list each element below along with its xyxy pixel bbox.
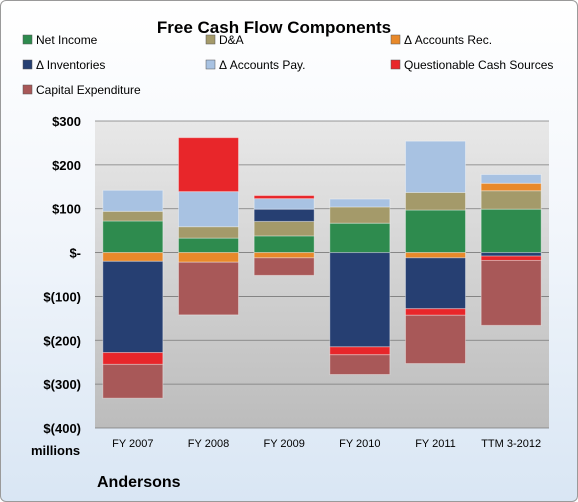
y-tick-label: $300 bbox=[52, 114, 81, 129]
bar-segment bbox=[253, 235, 315, 254]
bar-segment bbox=[102, 260, 164, 354]
bar-segment bbox=[178, 191, 239, 228]
legend-swatch bbox=[22, 34, 33, 45]
y-tick-label: $- bbox=[69, 246, 81, 261]
legend-label: Δ Inventories bbox=[36, 58, 105, 72]
bar-segment bbox=[253, 195, 315, 200]
x-tick-label: FY 2010 bbox=[339, 438, 380, 450]
legend-swatch bbox=[390, 59, 401, 70]
legend-swatch bbox=[390, 34, 401, 45]
legend: Net Income D&A Δ Accounts Rec. Δ Inventorie… bbox=[22, 33, 553, 97]
bar-segment bbox=[329, 198, 391, 208]
gridlines bbox=[95, 120, 549, 429]
legend-label: D&A bbox=[219, 33, 244, 47]
bar-segment bbox=[405, 209, 466, 254]
bar-segment bbox=[405, 308, 466, 316]
bar-segment bbox=[405, 314, 466, 365]
bar-segment bbox=[405, 257, 466, 310]
plot-area bbox=[95, 121, 549, 428]
bar-segment bbox=[102, 210, 164, 222]
bar-segment bbox=[329, 252, 391, 348]
y-axis: $300 $200 $100 $- $(100) $(200) $(300) $(400) bbox=[43, 114, 81, 436]
bar-segment bbox=[480, 174, 542, 184]
y-tick-label: $(100) bbox=[43, 289, 81, 304]
bar-segment bbox=[480, 208, 542, 254]
bar-segment bbox=[480, 182, 542, 192]
bar-segment bbox=[405, 140, 466, 193]
legend-label: Δ Accounts Pay. bbox=[219, 58, 306, 72]
bar-segment bbox=[253, 257, 315, 276]
bar-segment bbox=[178, 137, 239, 193]
legend-label: Capital Expenditure bbox=[36, 83, 141, 97]
x-tick-label: FY 2009 bbox=[263, 438, 304, 450]
legend-label: Net Income bbox=[36, 33, 98, 47]
y-tick-label: $100 bbox=[52, 202, 81, 217]
bar-segment bbox=[253, 220, 315, 237]
x-tick-label: FY 2011 bbox=[415, 438, 456, 450]
bar-segment bbox=[102, 252, 164, 262]
bar-segment bbox=[102, 352, 164, 365]
x-tick-label: FY 2008 bbox=[188, 438, 229, 450]
bar-segment bbox=[102, 220, 164, 254]
x-tick-label: FY 2007 bbox=[112, 438, 153, 450]
y-tick-label: $(300) bbox=[43, 377, 81, 392]
company-name: Andersons bbox=[97, 474, 181, 491]
bar-segment bbox=[329, 222, 391, 254]
bar-segment bbox=[178, 252, 239, 263]
bar-segment bbox=[178, 237, 239, 254]
bar-segment bbox=[329, 354, 391, 375]
legend-swatch bbox=[205, 34, 216, 45]
legend-label: Questionable Cash Sources bbox=[404, 58, 553, 72]
bar-segment bbox=[329, 346, 391, 356]
x-tick-label: TTM 3-2012 bbox=[481, 438, 541, 450]
bar-segment bbox=[329, 206, 391, 224]
chart-title: Free Cash Flow Components bbox=[157, 18, 391, 37]
bar-segment bbox=[480, 252, 542, 257]
legend-swatch bbox=[22, 84, 33, 95]
y-tick-label: $(200) bbox=[43, 333, 81, 348]
bar-segment bbox=[178, 261, 239, 316]
y-tick-label: $200 bbox=[52, 158, 81, 173]
y-tick-label: $(400) bbox=[43, 421, 81, 436]
legend-swatch bbox=[22, 59, 33, 70]
unit-label: millions bbox=[31, 443, 80, 458]
bar-segment bbox=[405, 252, 466, 259]
bar-segment bbox=[405, 191, 466, 211]
bar-segment bbox=[480, 255, 542, 261]
bar-segment bbox=[253, 208, 315, 222]
bar-segment bbox=[480, 259, 542, 326]
legend-swatch bbox=[205, 59, 216, 70]
bar-segment bbox=[253, 252, 315, 259]
bar-segment bbox=[480, 190, 542, 210]
x-axis: FY 2007 FY 2008 FY 2009 FY 2010 FY 2011 TTM 3… bbox=[112, 438, 541, 450]
bar-segment bbox=[102, 189, 164, 212]
bar-segment bbox=[102, 363, 164, 399]
bars bbox=[102, 137, 542, 399]
legend-label: Δ Accounts Rec. bbox=[404, 33, 492, 47]
bar-segment bbox=[253, 198, 315, 210]
bar-segment bbox=[178, 226, 239, 239]
